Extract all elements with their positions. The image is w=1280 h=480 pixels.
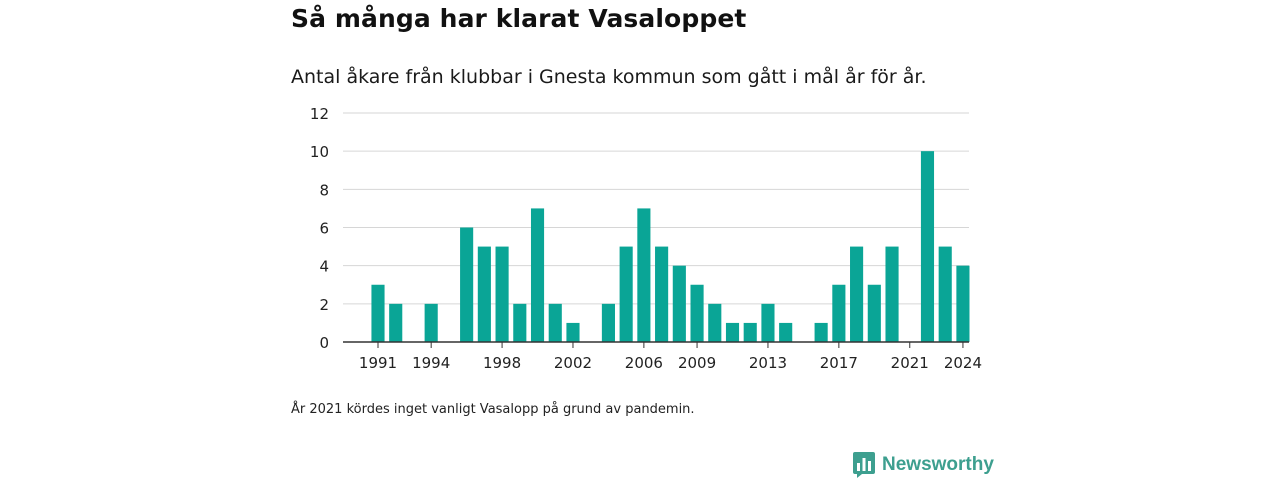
bar-2010 — [708, 303, 722, 342]
bar-1994 — [424, 303, 438, 342]
x-tick-label: 2009 — [678, 354, 716, 372]
bar-2018 — [850, 246, 864, 342]
x-tick-label: 1998 — [483, 354, 521, 372]
bar-2011 — [725, 322, 740, 342]
x-tick-label: 2002 — [554, 354, 592, 372]
footnote: År 2021 kördes inget vanligt Vasalopp på… — [291, 402, 695, 417]
x-tick-label: 2013 — [749, 354, 787, 372]
y-tick-label: 4 — [319, 258, 329, 276]
y-tick-label: 0 — [319, 334, 329, 352]
brand-name: Newsworthy — [882, 454, 994, 475]
bar-1997 — [477, 246, 491, 342]
bar-2005 — [619, 246, 633, 342]
x-tick-label: 2006 — [625, 354, 663, 372]
x-tick-label: 1994 — [412, 354, 450, 372]
y-tick-label: 6 — [319, 220, 329, 238]
x-tick-label: 2021 — [891, 354, 929, 372]
bar-2013 — [761, 303, 775, 342]
bar-2006 — [637, 208, 651, 342]
page-title: Så många har klarat Vasaloppet — [291, 4, 747, 33]
bar-1998 — [495, 246, 509, 342]
bar-2019 — [867, 284, 881, 342]
page-subtitle: Antal åkare från klubbar i Gnesta kommun… — [291, 66, 927, 88]
bar-2023 — [938, 246, 952, 342]
bar-2016 — [814, 322, 828, 342]
newsworthy-logo-icon — [853, 452, 875, 478]
bar-2020 — [885, 246, 899, 342]
bar-1996 — [460, 227, 474, 342]
bar-2008 — [672, 265, 686, 342]
y-tick-label: 2 — [319, 296, 329, 314]
bar-2017 — [832, 284, 846, 342]
bar-1991 — [371, 284, 385, 342]
bar-2002 — [566, 322, 580, 342]
x-axis-tick-labels: 1991 1994 1998 2002 2006 2009 2013 2017 2021 2024 — [359, 342, 982, 372]
bar-1992 — [389, 303, 403, 342]
bar-2001 — [548, 303, 562, 342]
y-tick-label: 10 — [310, 143, 329, 161]
x-tick-label: 2017 — [820, 354, 858, 372]
x-tick-label: 2024 — [944, 354, 982, 372]
bar-2014 — [779, 322, 793, 342]
bars — [371, 151, 970, 342]
brand-logo: Newsworthy — [853, 452, 994, 478]
x-tick-label: 1991 — [359, 354, 397, 372]
bar-2024 — [956, 265, 970, 342]
bar-2022 — [920, 151, 935, 342]
y-axis-tick-labels: 0 2 4 6 8 10 12 — [310, 105, 329, 352]
bar-2007 — [655, 246, 669, 342]
bar-2000 — [530, 208, 545, 342]
bar-chart: 0 2 4 6 8 10 12 1991 1994 1998 2002 2006 2009 2013 20… — [310, 105, 982, 372]
bar-2009 — [690, 284, 704, 342]
bar-2012 — [743, 322, 757, 342]
y-tick-label: 8 — [319, 181, 329, 199]
y-tick-label: 12 — [310, 105, 329, 123]
bar-2004 — [601, 303, 615, 342]
bar-1999 — [513, 303, 527, 342]
